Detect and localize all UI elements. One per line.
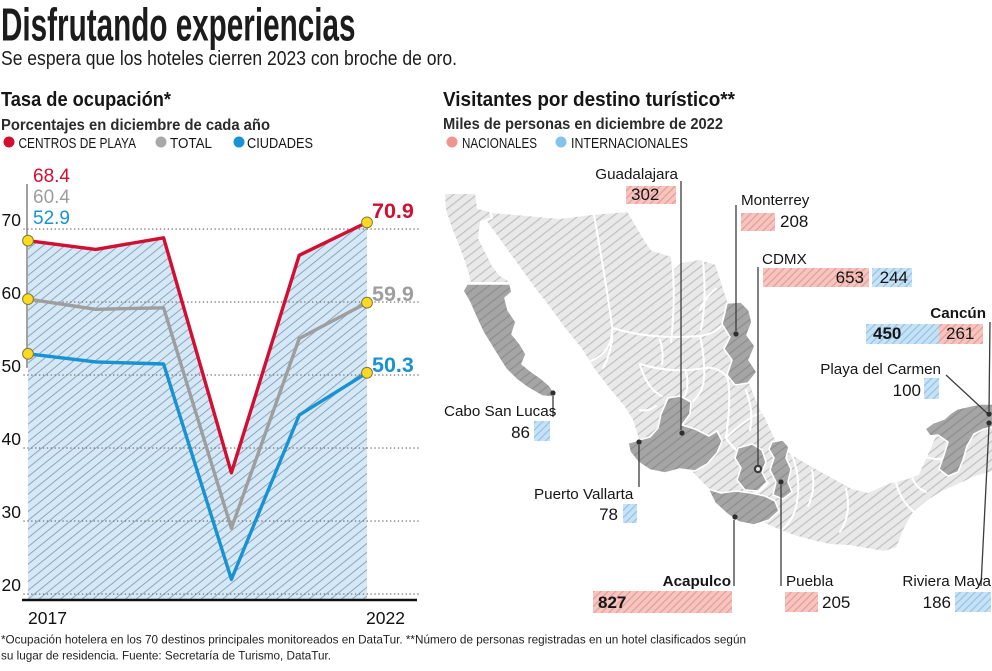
svg-text:INTERNACIONALES: INTERNACIONALES xyxy=(571,136,688,152)
svg-text:Playa del Carmen: Playa del Carmen xyxy=(820,361,941,378)
svg-text:827: 827 xyxy=(598,593,626,612)
svg-text:Disfrutando experiencias: Disfrutando experiencias xyxy=(1,0,355,51)
svg-text:Acapulco: Acapulco xyxy=(663,573,731,590)
svg-text:*Ocupación hotelera en los 70: *Ocupación hotelera en los 70 destinos p… xyxy=(1,633,746,647)
svg-text:Riviera Maya: Riviera Maya xyxy=(902,573,991,590)
svg-text:244: 244 xyxy=(880,268,908,287)
svg-text:Tasa de ocupación*: Tasa de ocupación* xyxy=(1,89,171,111)
svg-text:302: 302 xyxy=(631,185,659,204)
svg-text:30: 30 xyxy=(2,502,22,522)
svg-text:Monterrey: Monterrey xyxy=(741,192,810,209)
svg-text:70: 70 xyxy=(2,210,22,230)
svg-text:205: 205 xyxy=(822,593,850,612)
svg-text:40: 40 xyxy=(2,429,22,449)
svg-text:20: 20 xyxy=(2,575,22,595)
svg-text:NACIONALES: NACIONALES xyxy=(462,136,537,152)
svg-text:60.4: 60.4 xyxy=(33,187,70,208)
svg-text:Se espera que los hoteles cier: Se espera que los hoteles cierren 2023 c… xyxy=(1,48,457,70)
svg-text:50: 50 xyxy=(2,356,22,376)
svg-text:52.9: 52.9 xyxy=(33,208,70,229)
svg-text:Visitantes por destino turísti: Visitantes por destino turístico** xyxy=(443,89,735,111)
svg-text:su lugar de residencia. Fuente: su lugar de residencia. Fuente: Secretar… xyxy=(1,649,331,663)
svg-text:60: 60 xyxy=(2,283,22,303)
svg-text:Puebla: Puebla xyxy=(786,573,834,590)
svg-text:CDMX: CDMX xyxy=(762,251,807,268)
svg-text:Puerto Vallarta: Puerto Vallarta xyxy=(534,486,634,503)
svg-text:78: 78 xyxy=(599,505,618,524)
svg-text:70.9: 70.9 xyxy=(372,199,414,223)
svg-text:Porcentajes en diciembre de ca: Porcentajes en diciembre de cada año xyxy=(1,117,270,134)
svg-text:653: 653 xyxy=(836,268,864,287)
svg-text:Cancún: Cancún xyxy=(930,305,986,322)
svg-text:261: 261 xyxy=(946,324,974,343)
svg-text:2017: 2017 xyxy=(28,608,67,628)
svg-text:450: 450 xyxy=(873,324,901,343)
svg-text:CIUDADES: CIUDADES xyxy=(247,136,313,152)
svg-text:2022: 2022 xyxy=(366,608,405,628)
svg-text:208: 208 xyxy=(780,212,808,231)
svg-text:Miles de personas en diciembre: Miles de personas en diciembre de 2022 xyxy=(443,116,723,133)
svg-text:TOTAL: TOTAL xyxy=(170,136,212,152)
svg-text:86: 86 xyxy=(511,423,530,442)
svg-text:Guadalajara: Guadalajara xyxy=(595,166,678,183)
svg-text:68.4: 68.4 xyxy=(33,166,70,187)
svg-text:CENTROS DE PLAYA: CENTROS DE PLAYA xyxy=(19,136,137,152)
svg-text:Cabo San Lucas: Cabo San Lucas xyxy=(444,403,557,420)
svg-text:186: 186 xyxy=(923,593,951,612)
svg-text:50.3: 50.3 xyxy=(372,353,414,377)
svg-text:59.9: 59.9 xyxy=(372,282,414,306)
svg-text:100: 100 xyxy=(893,381,921,400)
